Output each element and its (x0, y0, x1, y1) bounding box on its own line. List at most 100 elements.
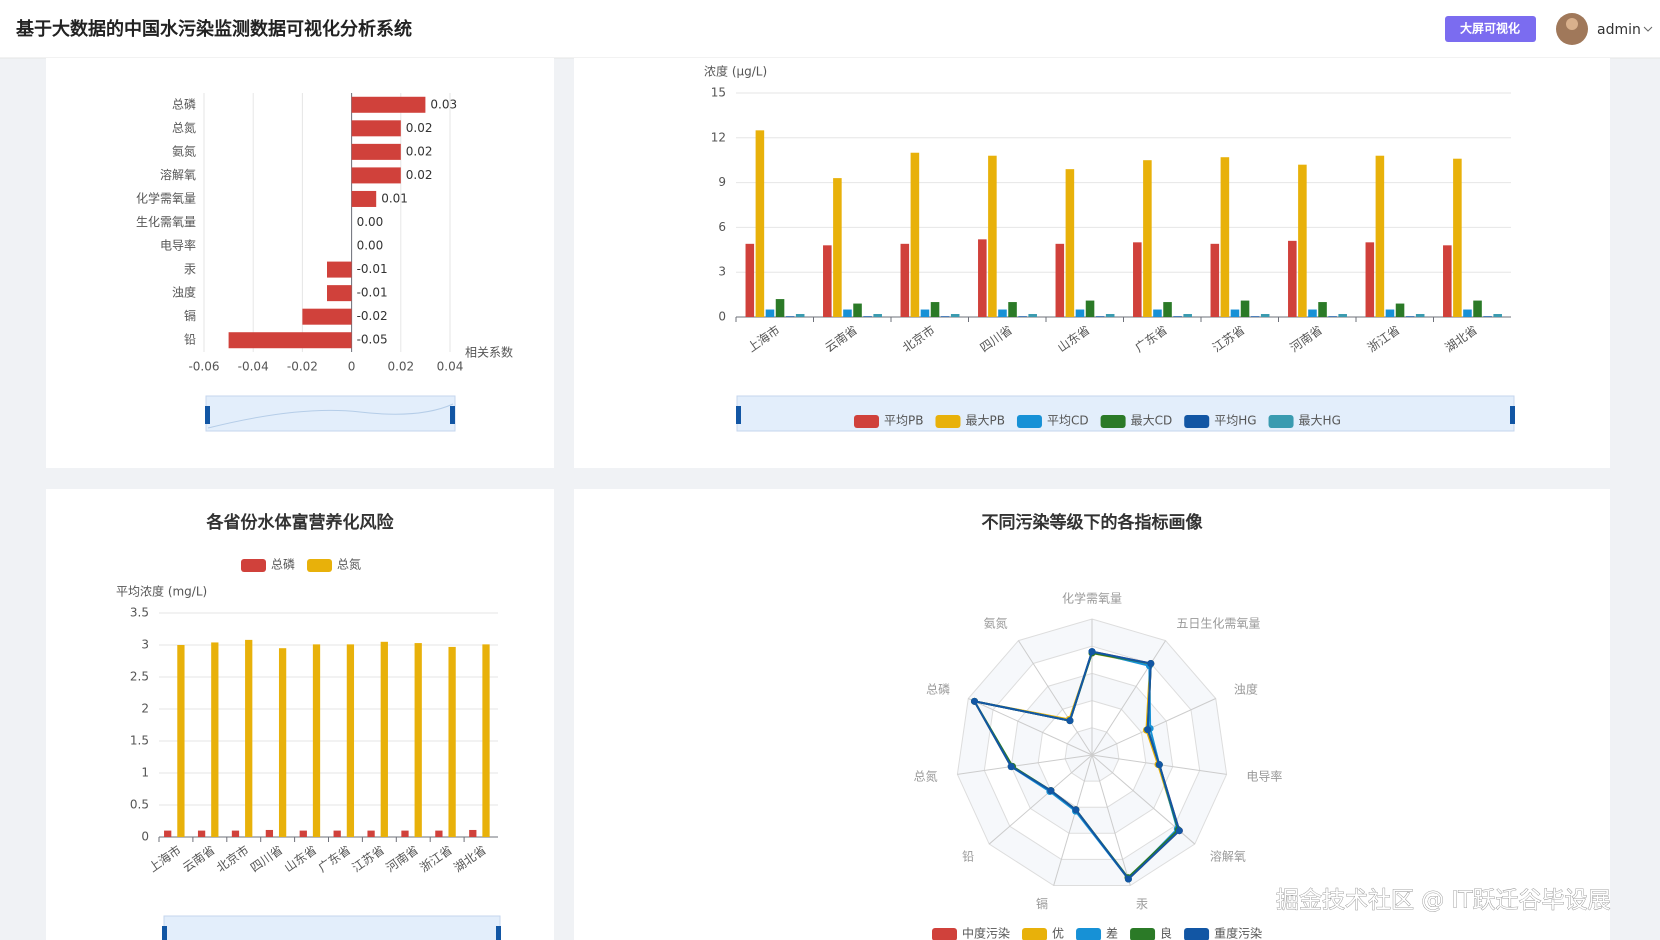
radar-indicator-label: 总氮 (914, 769, 938, 784)
data-label: -0.02 (357, 309, 388, 323)
bar (1105, 314, 1115, 317)
legend-swatch (932, 928, 957, 940)
bar (833, 178, 842, 317)
x-tick-label: -0.06 (188, 360, 219, 374)
chart-title: 不同污染等级下的各指标画像 (982, 512, 1204, 533)
radar-point (970, 697, 978, 705)
radar-indicator-label: 氨氮 (984, 615, 1008, 630)
bar (197, 830, 206, 837)
bar (1173, 316, 1182, 317)
bar (853, 303, 862, 317)
bar (823, 245, 832, 317)
bar (1220, 157, 1230, 317)
bar (1163, 302, 1172, 317)
radar-indicator-label: 五日生化需氧量 (1176, 616, 1260, 630)
bar (755, 130, 765, 317)
data-zoom-slider[interactable] (162, 915, 501, 940)
legend-swatch (307, 559, 333, 572)
bar (1308, 309, 1317, 317)
bar (1298, 164, 1307, 317)
x-tick-label: 0 (348, 360, 356, 374)
bar (1328, 316, 1337, 317)
y-tick-label: 3.5 (130, 606, 149, 620)
radar-indicator-label: 电导率 (1246, 769, 1282, 784)
radar-line (972, 650, 1181, 881)
radar-point (1155, 761, 1163, 769)
radar-point (1124, 875, 1132, 883)
user-menu-caret[interactable] (1643, 26, 1653, 32)
legend-swatch (1076, 928, 1102, 940)
bar (1250, 316, 1260, 317)
slider-handle[interactable] (450, 406, 455, 424)
bar (1375, 155, 1385, 317)
bar (177, 645, 185, 837)
bar (1395, 303, 1405, 317)
user-name[interactable]: admin (1597, 22, 1641, 38)
y-tick-label: 3 (718, 265, 726, 279)
bar (785, 316, 795, 317)
data-zoom-slider[interactable] (736, 395, 1515, 432)
y-tick-label: 汞 (184, 262, 196, 276)
bar (380, 641, 388, 837)
bar (1415, 314, 1425, 317)
bar (1260, 314, 1270, 317)
bar (930, 302, 940, 317)
bar (1133, 242, 1142, 317)
y-axis-title: 浓度 (μg/L) (704, 64, 767, 79)
y-tick-label: 总氮 (172, 120, 196, 135)
slider-handle[interactable] (496, 926, 501, 940)
slider-handle[interactable] (1510, 406, 1515, 424)
bar (988, 155, 997, 317)
legend-swatch (241, 559, 266, 572)
legend-label: 重度污染 (1214, 926, 1262, 940)
radar-point (1144, 726, 1152, 734)
bar (843, 309, 852, 317)
legend-swatch (1016, 415, 1042, 428)
y-tick-label: 3 (141, 638, 149, 652)
bar (265, 829, 274, 837)
bar (1385, 309, 1395, 317)
bar (351, 143, 401, 160)
y-tick-label: 化学需氧量 (136, 190, 196, 205)
radar-spoke (1053, 754, 1093, 886)
bar (940, 316, 950, 317)
legend-label: 总磷 (271, 557, 295, 572)
legend-swatch (1022, 928, 1048, 940)
bar (1028, 314, 1037, 317)
bar (1230, 309, 1240, 317)
y-tick-label: 电导率 (160, 238, 196, 253)
legend-label: 平均CD (1047, 414, 1089, 428)
bar (448, 646, 456, 837)
radar-indicator-label: 汞 (1136, 897, 1148, 911)
x-tick-label: -0.02 (287, 360, 318, 374)
big-screen-button[interactable] (1445, 16, 1536, 42)
bar (346, 644, 355, 837)
slider-handle[interactable] (205, 406, 210, 424)
x-axis-title: 相关系数 (465, 345, 513, 360)
slider-handle[interactable] (736, 406, 741, 424)
big-screen-button-label[interactable]: 大屏可视化 (1460, 21, 1520, 36)
data-label: -0.01 (357, 262, 388, 276)
bar (1443, 245, 1452, 317)
radar-point (1088, 648, 1096, 656)
slider-track[interactable] (736, 395, 1515, 432)
y-tick-label: 铅 (184, 333, 196, 347)
data-zoom-slider[interactable] (205, 395, 456, 432)
avatar-face (1566, 18, 1578, 30)
bar (1055, 243, 1065, 317)
bar (795, 314, 805, 317)
y-tick-label: 15 (711, 86, 726, 100)
bar (863, 316, 872, 317)
bar (1085, 300, 1095, 317)
watermark: 掘金技术社区 @ IT跃迁谷毕设展 (1276, 888, 1610, 914)
data-label: 0.02 (406, 121, 433, 135)
legend-label: 中度污染 (962, 926, 1010, 940)
legend-label: 总氮 (337, 557, 361, 572)
legend-label: 平均PB (884, 414, 923, 428)
bar (1338, 314, 1347, 317)
y-tick-label: 2.5 (130, 670, 149, 684)
slider-track[interactable] (163, 915, 501, 940)
bar (351, 120, 401, 137)
bar (1463, 309, 1472, 317)
slider-handle[interactable] (162, 926, 167, 940)
